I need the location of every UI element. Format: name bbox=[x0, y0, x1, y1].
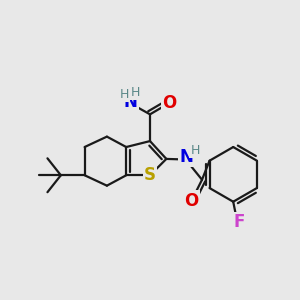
Text: O: O bbox=[184, 191, 199, 209]
Text: H: H bbox=[190, 143, 200, 157]
Text: N: N bbox=[180, 148, 194, 166]
Text: S: S bbox=[144, 166, 156, 184]
Text: O: O bbox=[162, 94, 176, 112]
Text: N: N bbox=[123, 93, 137, 111]
Text: F: F bbox=[233, 213, 245, 231]
Text: H: H bbox=[131, 86, 140, 99]
Text: H: H bbox=[120, 88, 129, 100]
